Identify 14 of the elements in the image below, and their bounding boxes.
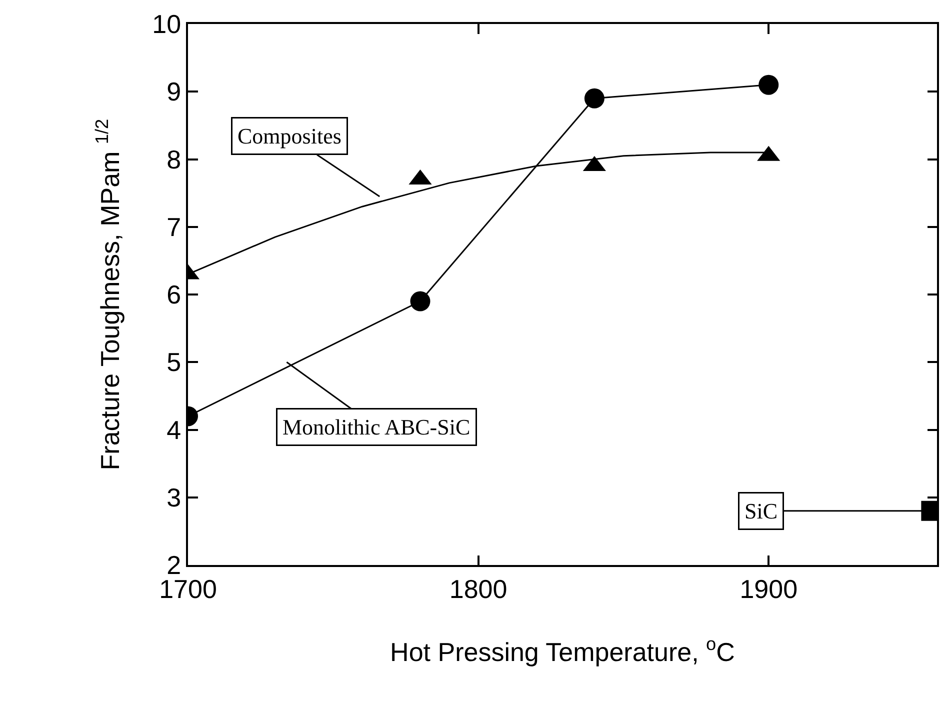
annotation: SiC	[744, 498, 778, 524]
annotation: Composites	[238, 124, 342, 148]
y-tick-label: 4	[166, 414, 182, 445]
y-tick-label: 8	[166, 144, 182, 174]
x-tick-label: 1800	[449, 574, 508, 604]
y-tick-label: 5	[166, 347, 182, 378]
y-tick-label: 6	[166, 280, 182, 310]
y-tick-label: 10	[152, 9, 182, 40]
y-tick-label: 9	[166, 76, 182, 107]
x-axis-title: Hot Pressing Temperature, $^{o}$C	[390, 634, 735, 668]
y-tick-label: 3	[166, 482, 182, 512]
annotation: Monolithic ABC-SiC	[282, 414, 470, 440]
x-tick-label: 1900	[740, 574, 798, 604]
y-tick-label: 7	[166, 212, 182, 242]
